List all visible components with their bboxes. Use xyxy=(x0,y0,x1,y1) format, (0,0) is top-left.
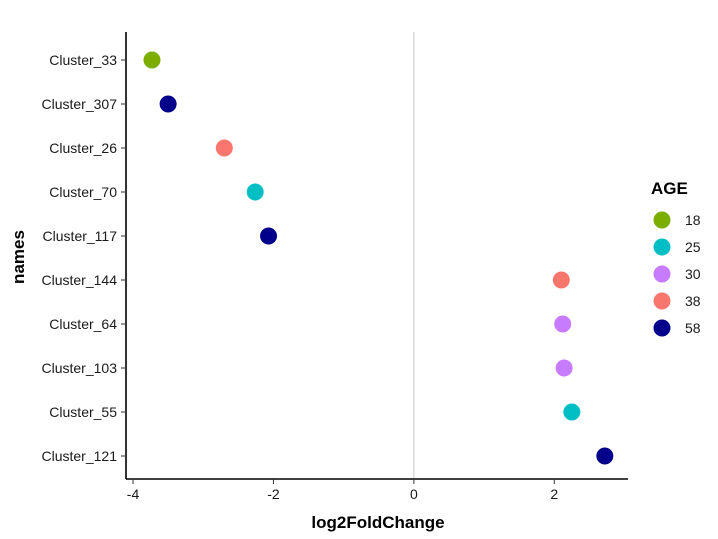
x-tick-label: 2 xyxy=(550,486,558,502)
legend-key-38 xyxy=(653,292,671,310)
data-point-cluster-144 xyxy=(552,271,570,289)
x-axis-title: log2FoldChange xyxy=(311,513,444,532)
y-tick-label: Cluster_144 xyxy=(42,272,118,288)
data-point-cluster-33 xyxy=(143,51,161,69)
plot-area xyxy=(125,32,628,480)
x-tick-label: 0 xyxy=(410,486,418,502)
y-axis-title: names xyxy=(9,230,28,284)
legend-label-30: 30 xyxy=(685,266,701,282)
y-tick-label: Cluster_70 xyxy=(49,184,117,200)
legend-key-25 xyxy=(653,238,671,256)
data-point-cluster-70 xyxy=(246,183,264,201)
x-tick-label: -4 xyxy=(127,486,140,502)
legend-key-58 xyxy=(653,319,671,337)
legend-key-30 xyxy=(653,265,671,283)
data-point-cluster-307 xyxy=(159,95,177,113)
data-point-cluster-55 xyxy=(563,403,581,421)
y-tick-label: Cluster_55 xyxy=(49,404,117,420)
y-tick-label: Cluster_307 xyxy=(42,96,118,112)
legend-label-18: 18 xyxy=(685,212,701,228)
legend-label-58: 58 xyxy=(685,320,701,336)
y-tick-label: Cluster_121 xyxy=(42,448,118,464)
y-axis-ticks: Cluster_33 Cluster_307 Cluster_26 Cluster_7… xyxy=(42,52,126,464)
y-tick-label: Cluster_64 xyxy=(49,316,117,332)
data-point-cluster-26 xyxy=(215,139,233,157)
legend: 18 25 30 38 58 xyxy=(653,211,701,337)
data-point-cluster-64 xyxy=(554,315,572,333)
legend-label-38: 38 xyxy=(685,293,701,309)
data-point-cluster-117 xyxy=(260,227,278,245)
legend-key-18 xyxy=(653,211,671,229)
y-tick-label: Cluster_103 xyxy=(42,360,118,376)
data-point-cluster-103 xyxy=(555,359,573,377)
y-tick-label: Cluster_26 xyxy=(49,140,117,156)
legend-label-25: 25 xyxy=(685,239,701,255)
y-tick-label: Cluster_117 xyxy=(43,228,118,244)
y-tick-label: Cluster_33 xyxy=(49,52,117,68)
x-axis-ticks: -4 -2 0 2 xyxy=(127,479,558,502)
x-tick-label: -2 xyxy=(267,486,280,502)
data-point-cluster-121 xyxy=(596,447,614,465)
legend-title: AGE xyxy=(651,179,688,198)
